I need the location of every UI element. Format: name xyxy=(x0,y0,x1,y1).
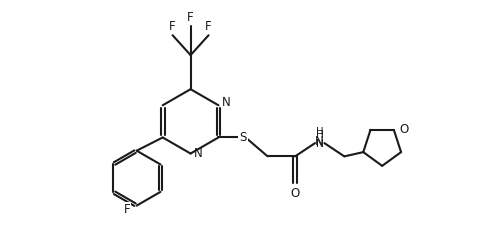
Text: F: F xyxy=(205,20,212,33)
Text: F: F xyxy=(169,20,176,33)
Text: H: H xyxy=(316,127,323,137)
Text: F: F xyxy=(123,203,130,216)
Text: N: N xyxy=(316,135,324,148)
Text: O: O xyxy=(291,187,300,200)
Text: N: N xyxy=(195,147,203,160)
Text: N: N xyxy=(222,96,231,109)
Text: H
N: H N xyxy=(316,130,324,149)
Text: S: S xyxy=(240,131,247,144)
Text: F: F xyxy=(187,11,194,24)
Text: O: O xyxy=(399,123,409,136)
